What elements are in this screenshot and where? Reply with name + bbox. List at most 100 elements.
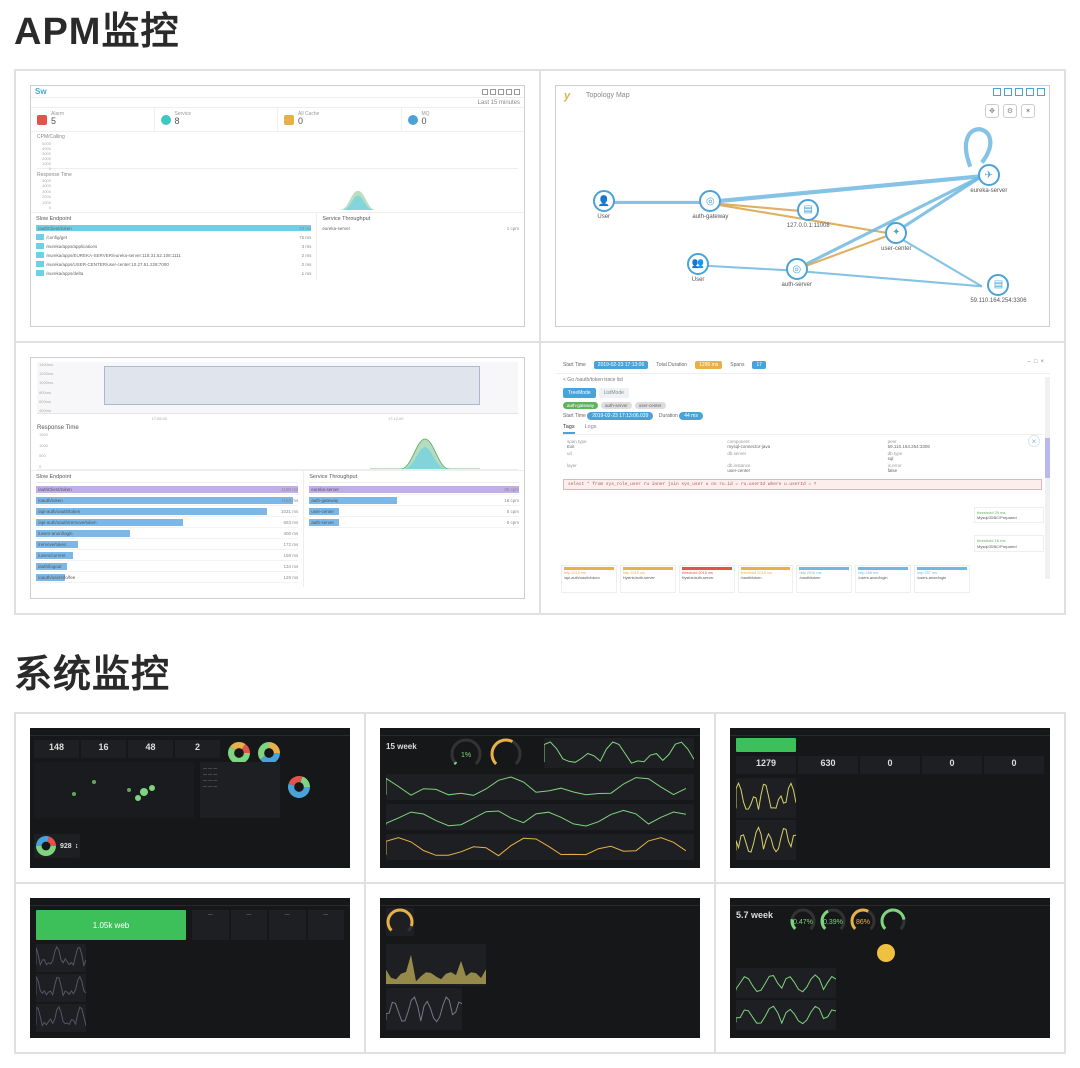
dashboard-topbar (380, 898, 700, 906)
throughput-row[interactable]: auth-server5 cpm (309, 518, 519, 528)
service-tag[interactable]: auth-server (601, 402, 632, 409)
topology-node-usercenter[interactable]: ✦user-center (881, 222, 911, 252)
timeline-span[interactable]: http 257 ms/users-anon/login (914, 565, 970, 593)
scrollbar[interactable] (1045, 377, 1050, 579)
trace-leaf-box[interactable]: threshold 29 msMysql/JDBC/Prepared (974, 507, 1044, 523)
right-trace-boxes: threshold 29 msMysql/JDBC/Prepared thresh… (974, 507, 1044, 564)
system-cell-5[interactable]: 83.9% 91.9% (365, 883, 715, 1053)
topology-node-db1[interactable]: ▤127.0.0.1:11008 (787, 199, 830, 229)
slow-endpoint-row[interactable]: /eureka/apps/delta1 ms (36, 269, 311, 277)
geo-map (34, 762, 194, 818)
win-icon[interactable] (514, 89, 520, 95)
slow-endpoint-row[interactable]: /auth/logout134 ms (36, 562, 298, 572)
topology-node-user2[interactable]: 👥User (687, 253, 709, 283)
stat-card: 48 (128, 740, 173, 758)
dashboard-topbar (30, 898, 350, 906)
tag-kv: span.typeExit (567, 439, 717, 449)
win-icon[interactable] (506, 89, 512, 95)
topology-edge (966, 129, 990, 167)
trace-leaf-box[interactable]: threshold 16 msMysql/JDBC/Prepared (974, 535, 1044, 551)
node-label: user-center (881, 246, 911, 252)
slow-endpoint-row[interactable]: /api-auth/oauth/remove/token653 ms (36, 518, 298, 528)
metric-card: All Cache 0 (278, 108, 402, 131)
throughput-title: Service Throughput (322, 216, 519, 222)
timeline-span[interactable]: threshold 2016 ms/oauth/token (738, 565, 794, 593)
apm-cell-4[interactable]: – □ × Start Time 2019-02-23 17:13:06 Tot… (540, 342, 1065, 614)
back-link[interactable]: < Go /oauth/token trace list (555, 374, 1050, 386)
service-tag[interactable]: auth-gateway (563, 402, 598, 409)
slow-endpoint-row[interactable]: /oauth/userinfo/fee128 ms (36, 573, 298, 583)
win-icon[interactable]: □ (1034, 359, 1038, 365)
timeline-span[interactable]: http 256 ms/users-anon/login (855, 565, 911, 593)
svg-text:86%: 86% (856, 919, 870, 926)
slow-endpoint-row[interactable]: /eureka/apps/EUREKA-SERVER/eureka-server… (36, 251, 311, 259)
topology-node-authsrv[interactable]: ◎auth-server (782, 258, 812, 288)
apm-panel-2: y Topology Map ✥⚙✶ 👤User◎auth-gateway▤12… (555, 85, 1050, 327)
apm-cell-3[interactable]: 1400ms1200ms1000ms800ms600ms400ms 17:06:… (15, 342, 540, 614)
p1-topbar: Sw (31, 86, 524, 98)
slow-endpoint-row[interactable]: /api-auth/oauth/token1031 ms (36, 507, 298, 517)
pie-chart (258, 742, 280, 764)
window-controls: – □ × (1028, 359, 1044, 365)
gauge: 0.39% (820, 908, 846, 936)
topology-node-authgw[interactable]: ◎auth-gateway (692, 190, 728, 220)
timeline-span[interactable]: http 2015 ms/oauth/token (796, 565, 852, 593)
system-cell-2[interactable]: 15 week 1% (365, 713, 715, 883)
system-cell-3[interactable]: 1279630000 (715, 713, 1065, 883)
stat-card: 0 (984, 756, 1044, 774)
throughput-row[interactable]: eureka-server1 cpm (322, 224, 519, 232)
system-cell-1[interactable]: 14816482— — —— — —— — —— — —8.12k3.4k928 (15, 713, 365, 883)
system-cell-6[interactable]: 5.7 week 0.47% 0.39% 86% (715, 883, 1065, 1053)
throughput-row[interactable]: user-center5 cpm (309, 507, 519, 517)
win-icon[interactable] (498, 89, 504, 95)
slow-endpoint-row[interactable]: /authClient/token1180 ms (36, 485, 298, 495)
p3-rt-title: Response Time (37, 425, 518, 431)
mode-button[interactable]: ListMode (599, 388, 629, 398)
win-icon[interactable] (482, 89, 488, 95)
service-tags: auth-gatewayauth-serveruser-center (555, 400, 1050, 411)
node-label: User (692, 277, 705, 283)
time-range-label[interactable]: Last 15 minutes (478, 100, 520, 106)
slow-endpoint-row[interactable]: /users-anon/login400 ms (36, 529, 298, 539)
win-icon[interactable]: – (1028, 359, 1031, 365)
svg-text:0.39%: 0.39% (823, 919, 843, 926)
scrollbar-thumb[interactable] (1045, 438, 1050, 478)
slow-endpoint-row[interactable]: /eureka/apps/USER-CENTER/user-center:10.… (36, 260, 311, 268)
win-icon[interactable]: × (1040, 359, 1044, 365)
close-detail-icon[interactable]: × (1028, 435, 1040, 447)
service-tag[interactable]: user-center (635, 402, 666, 409)
sparkline (736, 1000, 836, 1028)
duration-label: Total Duration (656, 362, 687, 368)
time-selection[interactable] (104, 366, 479, 405)
slow-endpoint-row[interactable]: /remove/token172 ms (36, 540, 298, 550)
topology-node-user1[interactable]: 👤User (593, 190, 615, 220)
slow-endpoint-row[interactable]: /users/current158 ms (36, 551, 298, 561)
tab-logs[interactable]: Logs (585, 424, 597, 434)
slow-endpoint-row[interactable]: /authClient/token72 ms (36, 224, 311, 232)
throughput-row[interactable]: eureka-server36 cpm (309, 485, 519, 495)
win-icon[interactable] (490, 89, 496, 95)
node-icon: ✈ (978, 164, 1000, 186)
system-cell-4[interactable]: 1.05k web———— (15, 883, 365, 1053)
p1-chart-cpm: 500040003000200010000 (37, 141, 518, 169)
text-panel: — — —— — —— — —— — — (200, 762, 280, 818)
throughput-row[interactable]: auth-gateway16 cpm (309, 496, 519, 506)
timeline-span[interactable]: threshold 2015 msHystrix/auth-server (679, 565, 735, 593)
timeline-span[interactable]: http 2015 msHystrix/auth-server (620, 565, 676, 593)
span-start-label: Start Time (563, 413, 586, 419)
metric-card: Alarm 5 (31, 108, 155, 131)
start-time-value: 2019-02-23 17:13:06 (594, 361, 648, 369)
dashboard-topbar (30, 728, 350, 736)
apm-cell-2[interactable]: y Topology Map ✥⚙✶ 👤User◎auth-gateway▤12… (540, 70, 1065, 342)
slow-endpoint-row[interactable]: /eureka/apps/applications3 ms (36, 242, 311, 250)
slow-endpoint-row[interactable]: /config/get75 ms (36, 233, 311, 241)
topology-node-db2[interactable]: ▤59.110.164.254:3306 (970, 274, 1026, 304)
topology-node-eureka[interactable]: ✈eureka-server (970, 164, 1007, 194)
tab-tags[interactable]: Tags (563, 424, 575, 434)
mode-button[interactable]: TreeMode (563, 388, 596, 398)
apm-cell-1[interactable]: Sw Last 15 minutes Alarm 5 Service 8 All… (15, 70, 540, 342)
metric-value: 0 (422, 117, 430, 127)
slow-endpoint-row[interactable]: /oauth/token1163 ms (36, 496, 298, 506)
timeline-span[interactable]: http 2015 ms/api-auth/oauth/token (561, 565, 617, 593)
topology-edge (793, 271, 982, 287)
